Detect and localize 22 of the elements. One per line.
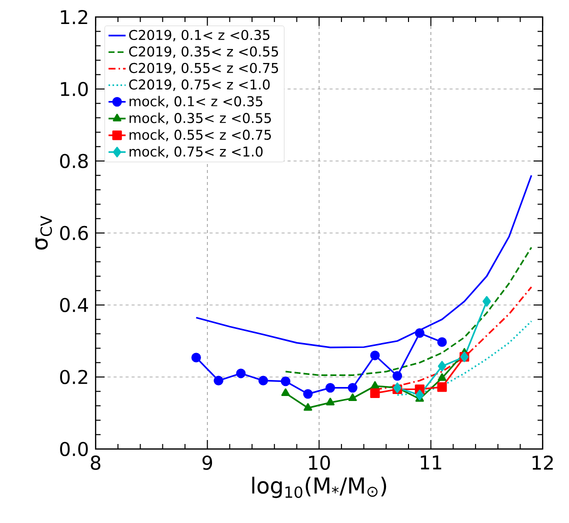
x-axis-title: log$_{10}$(M$_{*}$/M$_{⊙}$) [252, 476, 386, 498]
legend-label: C2019, 0.35< z <0.55 [129, 46, 278, 58]
legend-label: C2019, 0.55< z <0.75 [129, 62, 278, 74]
legend-label: C2019, 0.1< z <0.35 [129, 30, 270, 42]
x-tick-label: 8 [90, 456, 100, 470]
y-tick-label: 1.2 [60, 10, 88, 24]
y-tick-label: 0.0 [60, 442, 88, 456]
y-tick-label: 0.8 [60, 154, 88, 168]
legend-label: mock, 0.35< z <0.55 [130, 112, 271, 124]
y-tick-label: 1.0 [60, 82, 88, 96]
y-tick-label: 0.2 [60, 370, 88, 384]
x-tick-label: 10 [309, 456, 330, 470]
x-tick-label: 11 [420, 456, 442, 470]
y-axis-title: σ$_{CV}$ [35, 216, 52, 250]
y-tick-label: 0.4 [60, 298, 88, 312]
x-tick-label: 12 [532, 456, 553, 470]
legend-label: mock, 0.55< z <0.75 [130, 129, 271, 142]
y-tick-label: 0.6 [60, 226, 88, 240]
x-tick-label: 9 [202, 456, 212, 470]
legend-label: C2019, 0.75< z <1.0 [129, 79, 270, 91]
legend-label: mock, 0.1< z <0.35 [130, 96, 262, 108]
legend-label: mock, 0.75< z <1.0 [130, 146, 263, 158]
